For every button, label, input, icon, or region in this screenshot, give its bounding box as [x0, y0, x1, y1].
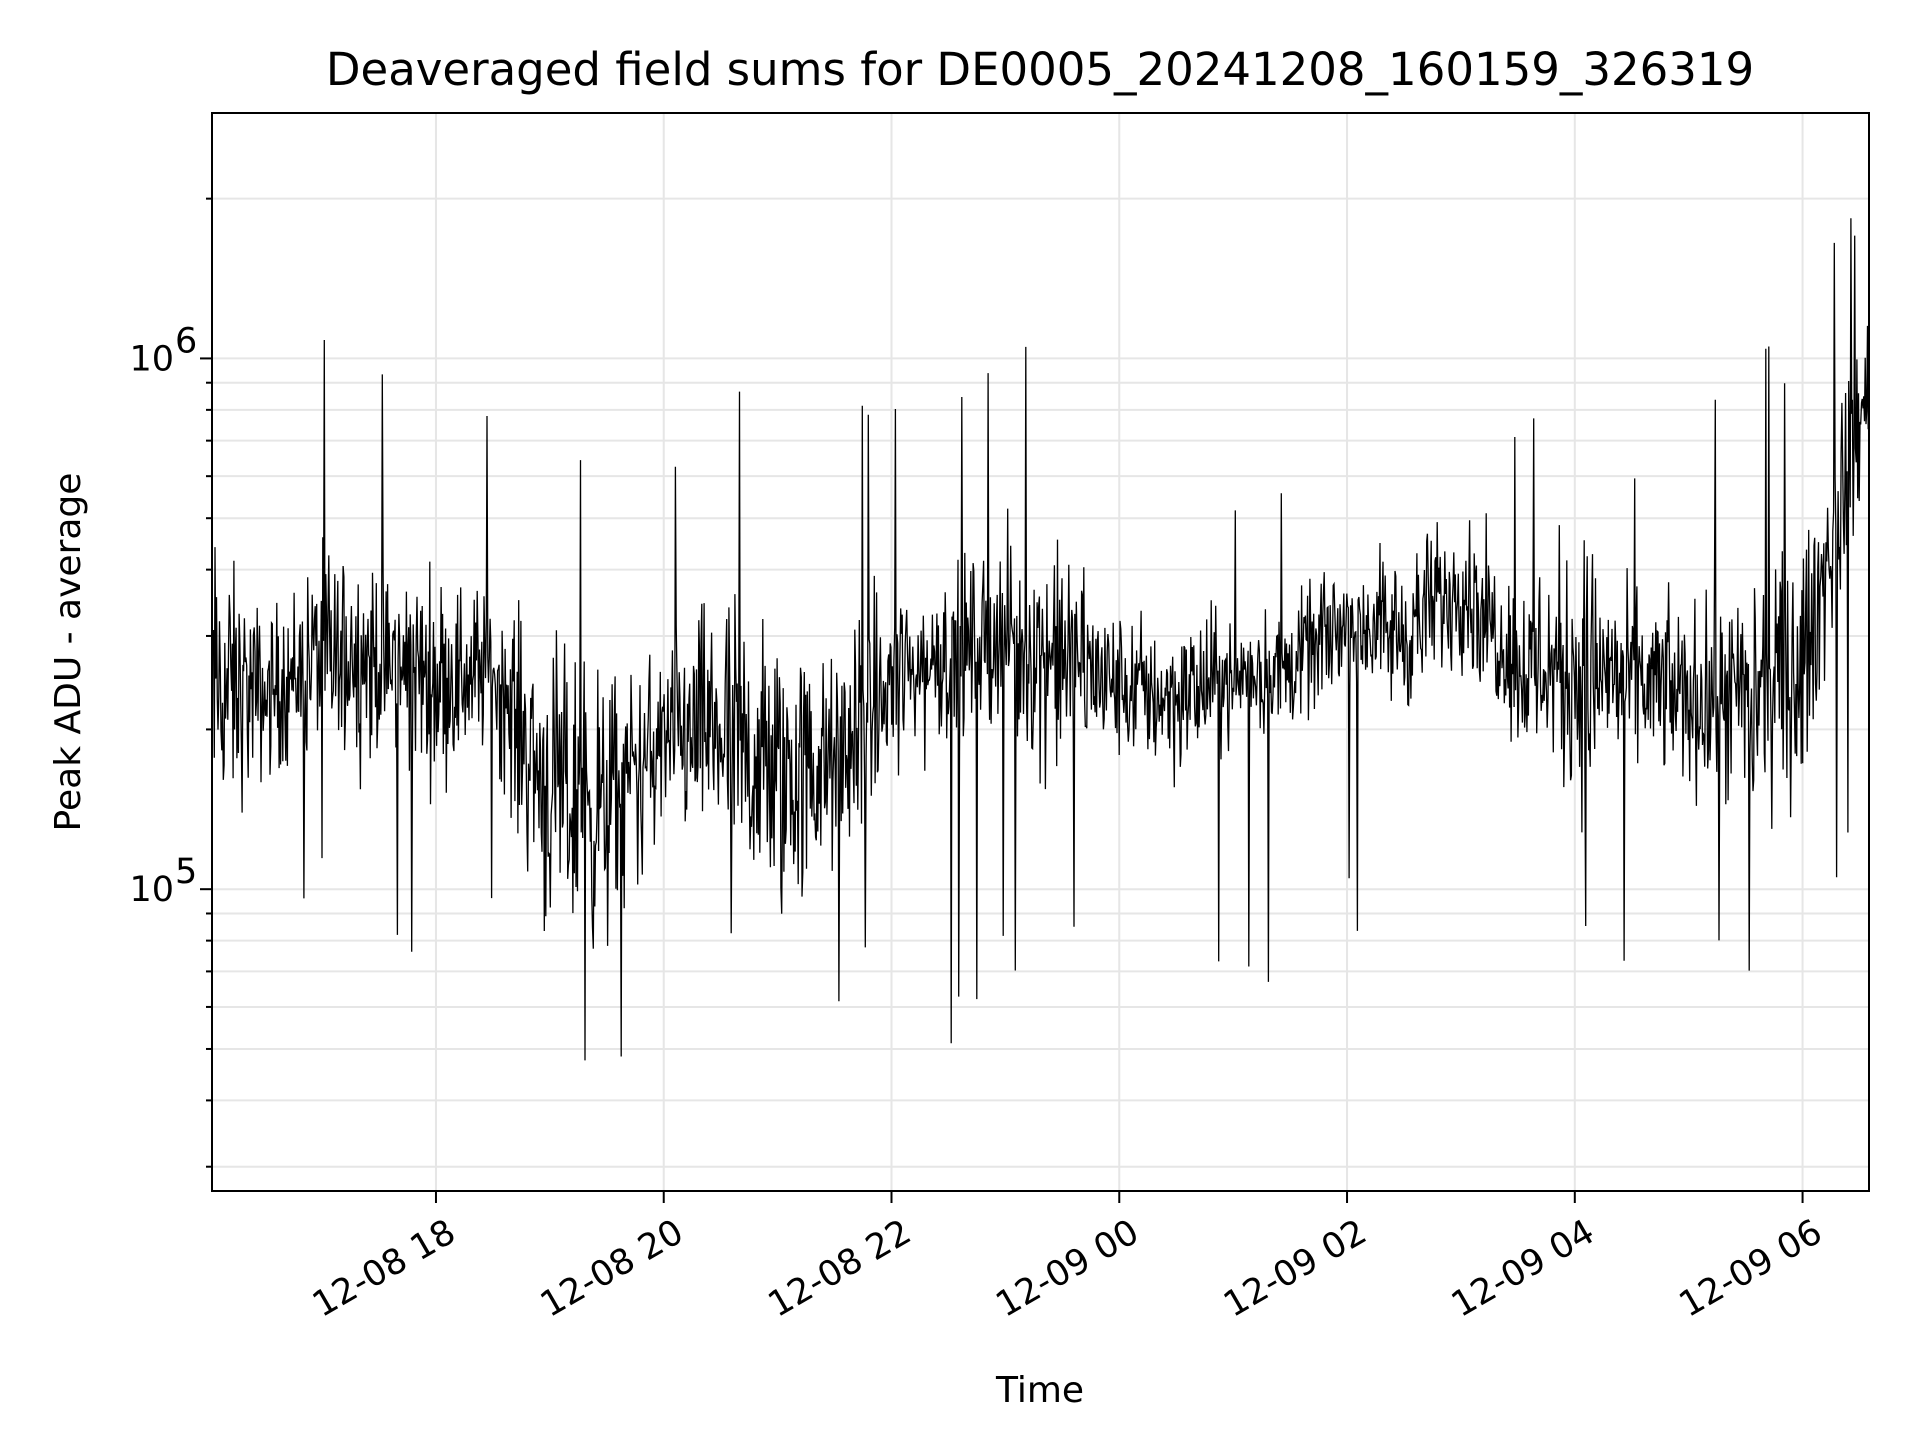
x-tick-label: 12-09 00 — [989, 1212, 1145, 1325]
x-axis: 12-08 18 12-08 20 12-08 22 12-09 00 12-09 02… — [306, 1191, 1829, 1325]
y-tick-exponent: 6 — [175, 321, 197, 361]
series-line — [211, 218, 1870, 1061]
y-tick-exponent: 5 — [175, 852, 197, 892]
series-path — [211, 218, 1870, 1061]
x-tick-label: 12-08 18 — [306, 1212, 462, 1325]
x-axis-label: Time — [995, 1370, 1084, 1411]
x-tick-label: 12-09 06 — [1673, 1212, 1829, 1325]
y-tick-label: 10 — [129, 339, 174, 379]
grid-lines — [212, 113, 1869, 1191]
x-tick-label: 12-09 04 — [1445, 1212, 1601, 1325]
chart-title: Deaveraged field sums for DE0005_2024120… — [326, 43, 1754, 96]
x-tick-label: 12-08 22 — [762, 1212, 918, 1325]
y-axis-label: Peak ADU - average — [48, 473, 89, 832]
x-tick-label: 12-09 02 — [1217, 1212, 1373, 1325]
x-tick-label: 12-08 20 — [534, 1212, 690, 1325]
y-tick-base: 10 — [129, 870, 174, 910]
y-tick-label: 10 — [129, 870, 174, 910]
y-tick-base: 10 — [129, 339, 174, 379]
plot-frame — [211, 112, 1870, 1192]
